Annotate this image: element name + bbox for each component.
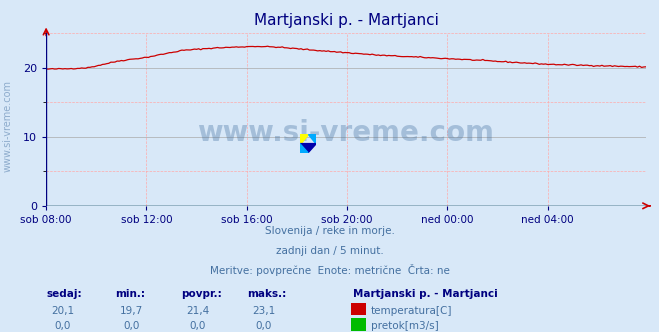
Text: povpr.:: povpr.: — [181, 289, 222, 299]
Text: 19,7: 19,7 — [120, 306, 144, 316]
Text: zadnji dan / 5 minut.: zadnji dan / 5 minut. — [275, 246, 384, 256]
Text: 0,0: 0,0 — [256, 321, 272, 331]
Text: Meritve: povprečne  Enote: metrične  Črta: ne: Meritve: povprečne Enote: metrične Črta:… — [210, 264, 449, 276]
Text: www.si-vreme.com: www.si-vreme.com — [3, 80, 13, 172]
Text: 21,4: 21,4 — [186, 306, 210, 316]
Bar — [351, 318, 366, 331]
Polygon shape — [308, 134, 316, 143]
Text: Slovenija / reke in morje.: Slovenija / reke in morje. — [264, 226, 395, 236]
Text: Martjanski p. - Martjanci: Martjanski p. - Martjanci — [353, 289, 498, 299]
Title: Martjanski p. - Martjanci: Martjanski p. - Martjanci — [254, 13, 438, 28]
Polygon shape — [300, 134, 308, 143]
Polygon shape — [300, 143, 316, 153]
Text: 20,1: 20,1 — [51, 306, 74, 316]
Text: temperatura[C]: temperatura[C] — [371, 306, 453, 316]
Text: 23,1: 23,1 — [252, 306, 275, 316]
Polygon shape — [300, 143, 308, 153]
Text: www.si-vreme.com: www.si-vreme.com — [198, 119, 494, 147]
Text: sedaj:: sedaj: — [46, 289, 82, 299]
Text: 0,0: 0,0 — [190, 321, 206, 331]
Text: pretok[m3/s]: pretok[m3/s] — [371, 321, 439, 331]
Bar — [351, 303, 366, 315]
Text: 0,0: 0,0 — [124, 321, 140, 331]
Text: 0,0: 0,0 — [55, 321, 71, 331]
Text: maks.:: maks.: — [247, 289, 287, 299]
Text: min.:: min.: — [115, 289, 146, 299]
